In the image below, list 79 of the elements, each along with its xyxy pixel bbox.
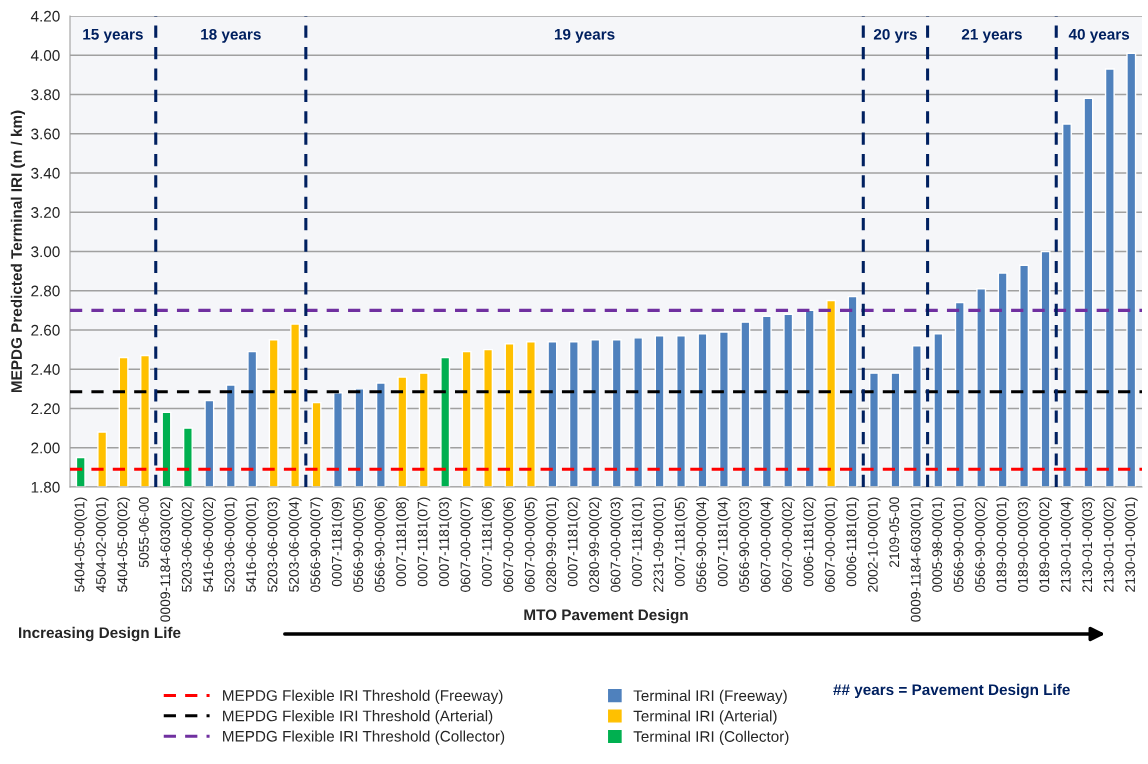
x-tick-label: 0007-1181(09) [331, 497, 345, 587]
x-tick-label: 0566-90-00(03) [738, 497, 752, 592]
y-tick-label: 2.80 [31, 285, 60, 297]
x-tick-label: 5404-05-00(01) [74, 497, 88, 592]
x-tick-label: 2130-01-00(04) [1060, 497, 1074, 592]
y-tick-label: 4.20 [30, 10, 60, 22]
x-tick-label: 0566-90-00(04) [696, 497, 709, 592]
x-tick-label: 2130-01-00(02) [1103, 497, 1117, 592]
legend-label: Terminal IRI (Collector) [633, 730, 789, 745]
x-tick-label: 0007-1181(08) [395, 497, 409, 587]
y-tick-label: 3.40 [31, 167, 60, 179]
y-tick-label: 2.40 [31, 364, 60, 375]
band-label: 19 years [554, 28, 615, 43]
y-tick-label: 2.60 [31, 324, 60, 336]
x-axis-title: MTO Pavement Design [524, 609, 688, 624]
x-tick-label: 0566-90-00(07) [310, 497, 324, 592]
x-tick-label: 2130-01-00(03) [1081, 497, 1095, 592]
x-tick-label: 5055-06-00 [138, 497, 149, 568]
legend-label: MEPDG Flexible IRI Threshold (Arterial) [223, 710, 493, 725]
y-tick-label: 3.60 [31, 128, 60, 140]
x-tick-label: 0005-98-00(01) [931, 497, 945, 592]
x-tick-label: 0189-00-00(01) [996, 497, 1010, 592]
x-tick-label: 0007-1181(02) [567, 497, 581, 587]
x-tick-label: 0566-90-00(05) [352, 497, 366, 592]
x-tick-label: 0009-1184-6030(02) [160, 497, 173, 622]
legend-label: Terminal IRI (Freeway) [633, 689, 787, 705]
x-tick-label: 0007-1181(01) [631, 497, 645, 587]
y-tick-label: 3.80 [31, 89, 60, 101]
x-tick-label: 0566-90-00(02) [974, 497, 988, 592]
y-tick-label: 1.80 [31, 481, 60, 493]
x-tick-label: 0007-1181(07) [417, 497, 431, 587]
x-tick-label: 0007-1181(05) [674, 497, 688, 587]
x-tick-label: 0607-00-00(01) [824, 497, 838, 592]
x-tick-label: 0607-00-00(05) [524, 497, 538, 592]
x-tick-label: 0007-1181(03) [438, 497, 452, 587]
x-tick-label: 0607-00-00(06) [503, 497, 516, 592]
x-tick-label: 0280-99-00(02) [588, 497, 602, 592]
x-tick-label: 2002-10-00(01) [867, 497, 881, 592]
band-label: 15 years [83, 29, 143, 43]
y-tick-label: 3.20 [31, 207, 60, 218]
x-tick-label: 5203-06-00(02) [181, 497, 195, 592]
x-tick-label: 5416-06-00(01) [245, 497, 259, 592]
x-tick-label: 0009-1184-6030(01) [910, 497, 924, 622]
legend-label: Terminal IRI (Arterial) [633, 710, 777, 725]
legend-label: MEPDG Flexible IRI Threshold (Collector) [223, 730, 505, 745]
x-tick-label: 0007-1181(04) [717, 497, 731, 587]
x-tick-label: 5203-06-00(03) [267, 497, 281, 592]
x-tick-label: 0607-00-00(07) [460, 497, 474, 592]
x-tick-label: 2130-01-00(01) [1124, 497, 1138, 592]
x-tick-label: 0607-00-00(03) [610, 497, 624, 592]
text: ## years = Pavement Design Life [833, 683, 1070, 699]
x-tick-label: 0189-00-00(02) [1039, 497, 1052, 592]
y-tick-label: 2.00 [31, 442, 60, 454]
x-tick-label: 0566-90-00(01) [953, 497, 967, 592]
text: Increasing Design Life [19, 626, 181, 642]
x-tick-label: 0566-90-00(06) [374, 497, 388, 592]
band-label: 20 yrs [873, 28, 917, 43]
x-tick-label: 5203-06-00(01) [224, 497, 238, 592]
legend-label: MEPDG Flexible IRI Threshold (Freeway) [223, 689, 503, 704]
x-tick-label: 0280-99-00(01) [545, 497, 559, 592]
x-tick-label: 0189-00-00(03) [1017, 497, 1031, 592]
x-tick-label: 4504-02-00(01) [95, 497, 109, 593]
x-tick-label: 5203-06-00(04) [288, 497, 302, 592]
x-tick-label: 0007-1181(06) [481, 497, 495, 587]
x-tick-label: 2109-05-00 [889, 497, 900, 568]
x-tick-label: 0607-00-00(04) [760, 497, 774, 592]
x-tick-label: 2231-09-00(01) [653, 497, 667, 592]
y-tick-label: 4.00 [30, 50, 60, 61]
y-tick-label: 2.20 [31, 403, 60, 415]
x-tick-label: 0006-1181(02) [803, 497, 817, 587]
band-label: 18 years [201, 28, 261, 43]
x-tick-label: 5416-06-00(02) [202, 497, 216, 592]
band-label: 21 years [961, 28, 1022, 43]
x-tick-label: 0607-00-00(02) [781, 497, 795, 592]
y-axis-title: MEPDG Predicted Terminal IRI (m / km) [10, 110, 25, 393]
x-tick-label: 5404-05-00(02) [117, 497, 131, 592]
x-tick-label: 0006-1181(01) [846, 497, 860, 587]
band-label: 40 years [1068, 28, 1130, 43]
y-tick-label: 3.00 [31, 246, 60, 258]
